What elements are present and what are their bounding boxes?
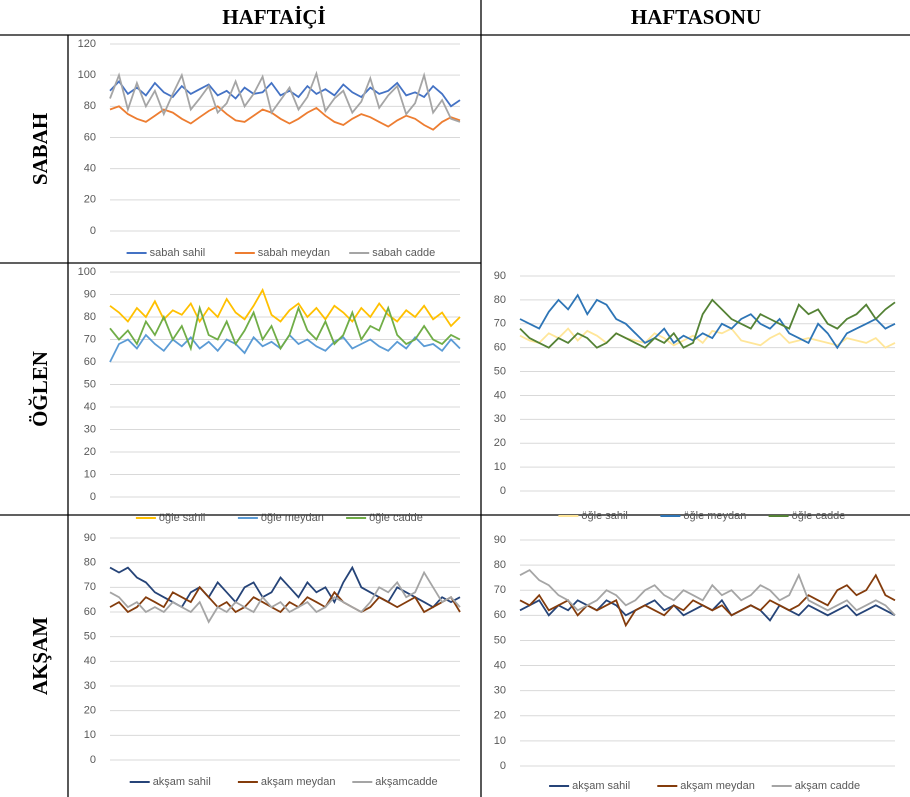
y-tick-label: 50 — [494, 365, 506, 377]
y-tick-label: 40 — [84, 163, 96, 175]
legend-label: öğle sahil — [159, 512, 205, 524]
y-tick-label: 50 — [84, 631, 96, 643]
data-line — [109, 570, 461, 624]
y-tick-label: 80 — [494, 294, 506, 306]
legend-label: akşamcadde — [375, 776, 437, 788]
legend-label: sabah meydan — [258, 247, 330, 259]
y-tick-label: 20 — [84, 194, 96, 206]
legend-label: sabah sahil — [150, 247, 206, 259]
y-tick-label: 30 — [84, 423, 96, 435]
y-tick-label: 90 — [494, 270, 506, 282]
y-tick-label: 40 — [84, 655, 96, 667]
y-tick-label: 0 — [500, 485, 506, 497]
y-tick-label: 30 — [84, 680, 96, 692]
y-tick-label: 80 — [84, 311, 96, 323]
legend-label: öğle sahil — [581, 510, 627, 522]
y-tick-label: 90 — [84, 532, 96, 544]
y-tick-label: 80 — [84, 557, 96, 569]
data-line — [109, 287, 461, 328]
y-tick-label: 20 — [494, 710, 506, 722]
y-tick-label: 30 — [494, 413, 506, 425]
y-tick-label: 80 — [84, 100, 96, 112]
data-line — [109, 70, 461, 123]
y-tick-label: 40 — [84, 401, 96, 413]
y-tick-label: 10 — [494, 461, 506, 473]
y-tick-label: 90 — [84, 288, 96, 300]
legend-label: akşam sahil — [153, 776, 211, 788]
y-tick-label: 70 — [494, 318, 506, 330]
legend-label: sabah cadde — [372, 247, 435, 259]
legend-label: akşam sahil — [572, 780, 630, 792]
column-header: HAFTAİÇİ — [222, 5, 325, 29]
y-tick-label: 120 — [78, 38, 96, 50]
data-line — [519, 293, 896, 350]
column-header: HAFTASONU — [631, 5, 761, 29]
y-tick-label: 40 — [494, 389, 506, 401]
y-tick-label: 60 — [84, 131, 96, 143]
y-tick-label: 50 — [84, 378, 96, 390]
y-tick-label: 10 — [84, 729, 96, 741]
y-tick-label: 10 — [494, 735, 506, 747]
y-tick-label: 70 — [84, 333, 96, 345]
y-tick-label: 60 — [494, 609, 506, 621]
row-header: AKŞAM — [28, 617, 52, 695]
y-tick-label: 50 — [494, 634, 506, 646]
row-header: ÖĞLEN — [28, 351, 52, 427]
data-line — [109, 304, 461, 352]
y-tick-label: 20 — [84, 705, 96, 717]
legend-label: öğle meydan — [261, 512, 324, 524]
y-tick-label: 70 — [84, 581, 96, 593]
legend-label: akşam meydan — [680, 780, 755, 792]
data-line — [109, 105, 461, 131]
y-tick-label: 30 — [494, 685, 506, 697]
legend-label: akşam meydan — [261, 776, 336, 788]
y-tick-label: 100 — [78, 266, 96, 278]
legend-label: öğle cadde — [369, 512, 423, 524]
y-tick-label: 40 — [494, 659, 506, 671]
legend-label: öğle cadde — [792, 510, 846, 522]
y-tick-label: 70 — [494, 584, 506, 596]
y-tick-label: 80 — [494, 559, 506, 571]
y-tick-label: 0 — [90, 225, 96, 237]
y-tick-label: 10 — [84, 468, 96, 480]
y-tick-label: 0 — [500, 760, 506, 772]
y-tick-label: 20 — [84, 446, 96, 458]
data-line — [519, 568, 896, 616]
data-line — [519, 598, 896, 622]
data-line — [519, 573, 896, 628]
y-tick-label: 100 — [78, 69, 96, 81]
row-header: SABAH — [28, 113, 52, 185]
y-tick-label: 20 — [494, 437, 506, 449]
y-tick-label: 0 — [90, 491, 96, 503]
y-tick-label: 60 — [494, 342, 506, 354]
y-tick-label: 60 — [84, 356, 96, 368]
legend-label: akşam cadde — [795, 780, 860, 792]
y-tick-label: 0 — [90, 754, 96, 766]
y-tick-label: 60 — [84, 606, 96, 618]
data-line — [519, 298, 896, 349]
legend-label: öğle meydan — [683, 510, 746, 522]
y-tick-label: 90 — [494, 534, 506, 546]
